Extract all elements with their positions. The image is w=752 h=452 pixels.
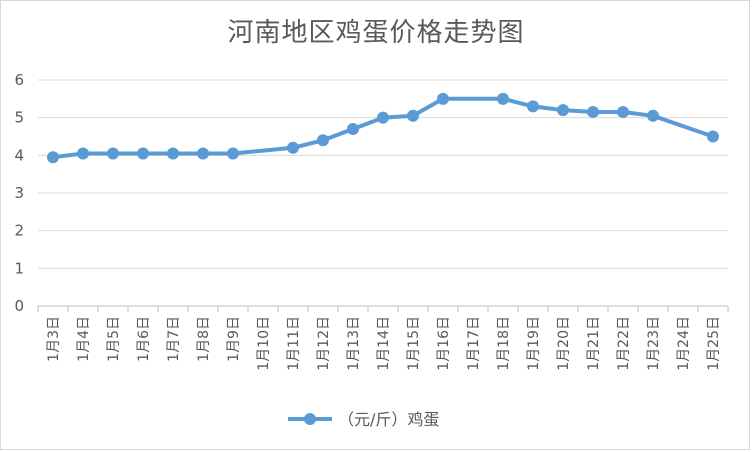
x-tick-label: 1月11日 xyxy=(286,316,302,371)
data-point xyxy=(527,100,539,113)
x-tick-label: 1月25日 xyxy=(706,316,722,371)
x-tick-label: 1月5日 xyxy=(106,316,122,362)
data-point xyxy=(617,106,629,119)
x-tick-label: 1月13日 xyxy=(346,316,362,371)
data-point xyxy=(437,92,449,105)
data-point xyxy=(287,141,299,154)
y-tick-label: 0 xyxy=(14,297,24,315)
data-point xyxy=(587,106,599,119)
y-tick-label: 1 xyxy=(14,259,24,277)
legend: （元/斤）鸡蛋 xyxy=(288,410,439,429)
x-tick-label: 1月20日 xyxy=(556,316,572,371)
y-axis-ticks: 0 1 2 3 4 5 6 xyxy=(14,71,24,315)
data-point xyxy=(77,147,89,160)
legend-marker xyxy=(304,413,316,425)
x-tick-label: 1月14日 xyxy=(376,316,392,371)
data-point xyxy=(407,109,419,122)
x-tick-label: 1月6日 xyxy=(136,316,152,362)
x-tick-label: 1月12日 xyxy=(316,316,332,371)
x-tick-label: 1月16日 xyxy=(436,316,452,371)
x-tick-label: 1月19日 xyxy=(526,316,542,371)
x-tick-label: 1月9日 xyxy=(226,316,242,362)
chart-title: 河南地区鸡蛋价格走势图 xyxy=(227,18,525,48)
data-point xyxy=(497,92,509,105)
x-tick-label: 1月21日 xyxy=(586,316,602,371)
data-point xyxy=(557,104,569,117)
x-tick-label: 1月10日 xyxy=(256,316,272,371)
x-axis-ticks: 1月3日 1月4日 1月5日 1月6日 1月7日 1月8日 1月9日 1月10日 1月11日 1月… xyxy=(46,316,722,371)
y-tick-label: 6 xyxy=(14,71,24,89)
x-tick-label: 1月23日 xyxy=(646,316,662,371)
series-layer xyxy=(47,92,719,164)
x-tick-label: 1月3日 xyxy=(46,316,62,362)
data-point xyxy=(227,147,239,160)
data-point xyxy=(647,109,659,122)
y-tick-label: 4 xyxy=(14,146,24,164)
x-tick-label: 1月7日 xyxy=(166,316,182,362)
data-point xyxy=(137,147,149,160)
series-line-0 xyxy=(52,96,714,160)
legend-label: （元/斤）鸡蛋 xyxy=(338,410,439,429)
x-tick-label: 1月18日 xyxy=(496,316,512,371)
data-point xyxy=(707,130,719,143)
x-tick-label: 1月15日 xyxy=(406,316,422,371)
x-tick-label: 1月22日 xyxy=(616,316,632,371)
data-point xyxy=(167,147,179,160)
data-point xyxy=(317,134,329,147)
x-tick-label: 1月17日 xyxy=(466,316,482,371)
x-tick-label: 1月8日 xyxy=(196,316,212,362)
x-tick-label: 1月4日 xyxy=(76,316,92,362)
data-point xyxy=(47,151,59,164)
y-tick-label: 5 xyxy=(14,109,24,127)
x-tick-label: 1月24日 xyxy=(676,316,692,371)
data-point xyxy=(197,147,209,160)
data-point xyxy=(347,122,359,135)
y-tick-label: 2 xyxy=(14,222,24,240)
data-point xyxy=(377,111,389,124)
y-tick-label: 3 xyxy=(14,184,24,202)
data-point xyxy=(107,147,119,160)
x-axis xyxy=(37,305,729,312)
